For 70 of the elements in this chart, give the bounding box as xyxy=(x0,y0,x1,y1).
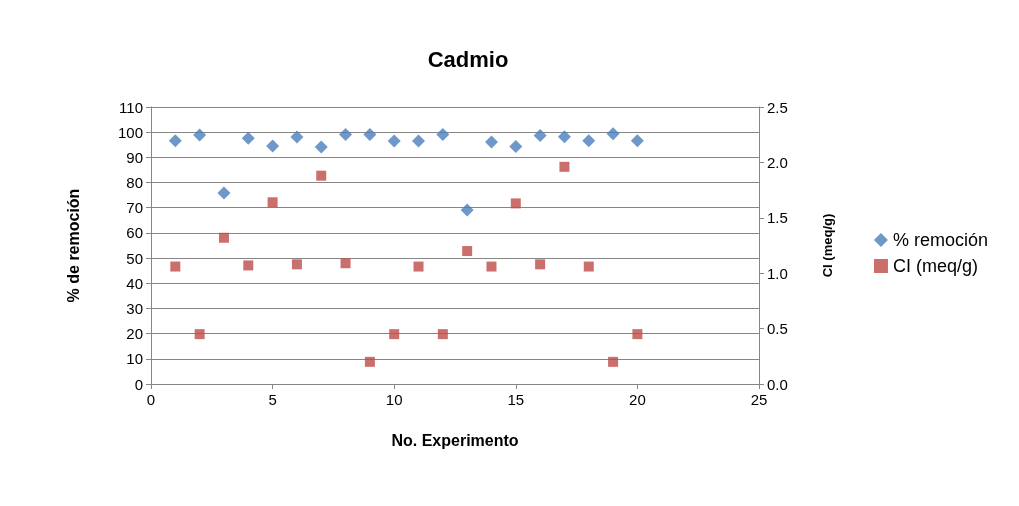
y-tick-label: 70 xyxy=(126,199,143,217)
legend-label: CI (meq/g) xyxy=(892,256,978,276)
point xyxy=(387,134,401,148)
point xyxy=(168,134,182,148)
point xyxy=(632,329,643,340)
y-tick-label: 60 xyxy=(126,224,143,242)
point xyxy=(364,356,375,367)
point xyxy=(363,127,377,141)
point xyxy=(557,130,571,144)
y-tick-label: 0 xyxy=(134,375,143,393)
y2-tick-label: 0.5 xyxy=(767,320,788,338)
x-tick-label: 25 xyxy=(750,391,768,408)
point xyxy=(243,260,254,271)
legend-label: % remoción xyxy=(892,230,989,250)
point xyxy=(290,130,304,144)
point xyxy=(509,140,523,154)
y-tick-label: 90 xyxy=(126,148,143,166)
point xyxy=(316,170,327,181)
y-tick-label: 50 xyxy=(126,249,143,267)
point xyxy=(436,127,450,141)
point xyxy=(217,186,231,200)
y2-axis-title: CI (meq/g) xyxy=(820,213,835,278)
point xyxy=(389,329,400,340)
y2-tick-label: 2.5 xyxy=(767,98,788,116)
point xyxy=(608,356,619,367)
point xyxy=(218,232,229,243)
point xyxy=(462,246,473,257)
y2-tick-label: 1.0 xyxy=(767,264,788,282)
x-tick-label: 10 xyxy=(385,391,403,408)
y-tick-label: 80 xyxy=(126,174,143,192)
point xyxy=(559,161,570,172)
point xyxy=(291,259,302,270)
point xyxy=(340,258,351,269)
y-tick-label: 30 xyxy=(126,299,143,317)
point xyxy=(241,131,255,145)
point xyxy=(194,329,205,340)
point xyxy=(460,203,474,217)
y-tick-label: 40 xyxy=(126,274,143,292)
x-tick-label: 20 xyxy=(629,391,646,408)
y-axis-title: % de remoción xyxy=(64,188,82,303)
point xyxy=(583,261,594,272)
x-tick-label: 0 xyxy=(146,391,156,408)
y-tick-label: 100 xyxy=(117,123,143,141)
x-axis-title: No. Experimento xyxy=(391,431,519,449)
point xyxy=(339,127,353,141)
point xyxy=(510,198,521,209)
point xyxy=(437,329,448,340)
chart-title: Cadmio xyxy=(427,46,509,72)
point xyxy=(582,134,596,148)
point xyxy=(533,128,547,142)
point xyxy=(486,261,497,272)
y-tick-label: 20 xyxy=(126,325,143,343)
point xyxy=(170,261,181,272)
x-tick-label: 5 xyxy=(268,391,277,408)
point xyxy=(413,261,424,272)
y2-tick-label: 0.0 xyxy=(767,375,788,393)
point xyxy=(606,127,620,141)
point xyxy=(267,197,278,208)
point xyxy=(535,259,546,270)
point xyxy=(412,134,426,148)
y-tick-label: 110 xyxy=(119,98,143,116)
point xyxy=(630,134,644,148)
point xyxy=(193,128,207,142)
point xyxy=(484,135,498,149)
point xyxy=(314,140,328,154)
point xyxy=(266,139,280,153)
x-tick-label: 15 xyxy=(507,391,525,408)
y2-tick-label: 1.5 xyxy=(767,209,788,227)
y2-tick-label: 2.0 xyxy=(767,153,788,171)
y-tick-label: 10 xyxy=(126,350,143,368)
